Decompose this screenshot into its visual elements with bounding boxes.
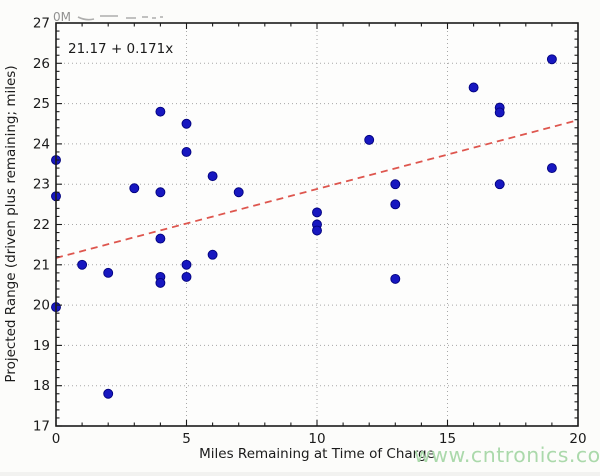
data-point	[155, 233, 166, 244]
y-tick-label: 25	[33, 96, 50, 112]
y-axis-title: Projected Range (driven plus remaining; …	[3, 65, 19, 382]
artifact-text: 0M	[53, 10, 71, 24]
y-tick-label: 23	[33, 177, 50, 193]
y-tick-label: 27	[33, 16, 50, 32]
trend-line	[55, 119, 579, 259]
y-tick-label: 22	[33, 217, 50, 233]
data-point	[546, 54, 557, 65]
data-point	[312, 225, 322, 236]
y-tick-label: 21	[33, 257, 50, 273]
x-tick-label: 0	[52, 431, 61, 447]
data-point	[207, 171, 218, 182]
tick-labels-layer: 0 5 10 15 20 17 18 19 20 21 22 23 24 25 26 27	[33, 16, 587, 448]
data-point	[103, 388, 114, 399]
x-tick-label: 15	[439, 431, 456, 447]
y-tick-label: 20	[33, 298, 50, 314]
data-point	[207, 249, 218, 260]
data-point	[546, 163, 557, 174]
x-tick-label: 5	[182, 431, 191, 447]
regression-equation-annotation: 21.17 + 0.171x	[68, 41, 173, 57]
data-point	[181, 259, 192, 270]
y-tick-label: 18	[33, 378, 50, 394]
x-axis-title: Miles Remaining at Time of Charge	[199, 446, 435, 462]
data-point	[390, 179, 401, 190]
y-tick-label: 24	[33, 136, 50, 152]
data-point	[364, 134, 375, 145]
x-tick-label: 20	[569, 431, 586, 447]
y-tick-label: 19	[33, 338, 50, 354]
data-point	[181, 118, 192, 129]
data-point	[181, 147, 192, 157]
site-watermark: www.cntronics.com	[414, 443, 600, 467]
data-point	[103, 267, 114, 278]
data-point	[390, 199, 401, 210]
y-tick-label: 26	[33, 56, 50, 72]
data-point	[233, 187, 244, 198]
data-point	[155, 187, 166, 198]
data-point	[181, 271, 192, 282]
data-point	[129, 183, 140, 194]
axes-frame	[55, 22, 579, 427]
data-point	[390, 273, 401, 284]
top-edge-artifact: 0M	[53, 10, 163, 24]
data-point	[155, 106, 166, 117]
y-tick-label: 17	[33, 419, 50, 435]
data-point	[468, 82, 479, 93]
data-point	[494, 179, 505, 190]
data-point	[494, 107, 505, 118]
data-point	[155, 277, 166, 288]
trend-layer	[55, 119, 579, 259]
artifact-smudge	[77, 15, 163, 21]
x-tick-label: 10	[308, 431, 325, 447]
data-point	[312, 207, 322, 218]
data-point	[77, 259, 88, 270]
